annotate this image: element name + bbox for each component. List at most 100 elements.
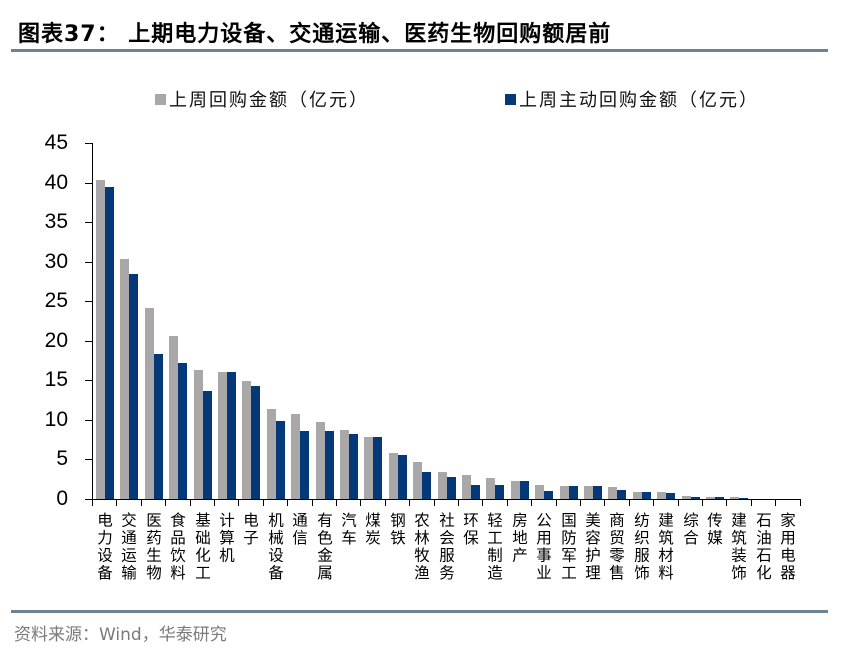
y-tick — [85, 341, 93, 342]
x-category-label: 食品饮料 — [168, 512, 186, 582]
x-category-label: 计算机 — [217, 512, 235, 565]
bar-active-repurchase — [715, 497, 724, 499]
bar-active-repurchase — [325, 431, 334, 499]
x-tick — [604, 499, 605, 506]
x-tick — [751, 499, 752, 506]
x-tick — [409, 499, 410, 506]
x-category-label: 公用事业 — [534, 512, 552, 582]
source-note: 资料来源：Wind，华泰研究 — [14, 625, 227, 645]
bar-active-repurchase — [105, 187, 114, 499]
bar-active-repurchase — [471, 485, 480, 499]
bar-repurchase — [291, 414, 300, 499]
bar-active-repurchase — [178, 363, 187, 499]
y-tick — [85, 143, 93, 144]
x-tick — [458, 499, 459, 506]
bar-repurchase — [364, 437, 373, 499]
x-tick — [800, 499, 801, 506]
bar-repurchase — [96, 180, 105, 499]
top-divider — [11, 49, 828, 52]
x-tick — [385, 499, 386, 506]
bar-repurchase — [462, 475, 471, 499]
x-category-label: 综合 — [681, 512, 699, 547]
y-tick-label: 5 — [56, 447, 68, 470]
x-category-label: 石油石化 — [754, 512, 772, 582]
legend-label-series-1: 上周回购金额（亿元） — [169, 90, 369, 111]
bar-active-repurchase — [154, 354, 163, 499]
bar-repurchase — [267, 409, 276, 499]
x-tick — [434, 499, 435, 506]
bar-active-repurchase — [300, 431, 309, 499]
bar-active-repurchase — [520, 481, 529, 499]
legend-item-series-2: 上周主动回购金额（亿元） — [505, 86, 759, 112]
bar-active-repurchase — [642, 492, 651, 499]
bar-active-repurchase — [617, 490, 626, 499]
bar-repurchase — [682, 496, 691, 499]
x-category-label: 建筑装饰 — [729, 512, 747, 582]
bar-repurchase — [145, 308, 154, 499]
x-category-label: 环保 — [461, 512, 479, 547]
x-category-label: 交通运输 — [119, 512, 137, 582]
x-tick — [556, 499, 557, 506]
y-tick-label: 25 — [44, 289, 68, 312]
x-tick — [92, 499, 93, 506]
x-tick — [580, 499, 581, 506]
x-tick — [482, 499, 483, 506]
x-category-label: 汽车 — [339, 512, 357, 547]
x-category-label: 农林牧渔 — [412, 512, 430, 582]
bar-repurchase — [730, 497, 739, 499]
bar-active-repurchase — [495, 485, 504, 499]
x-category-label: 轻工制造 — [485, 512, 503, 582]
y-tick — [85, 262, 93, 263]
bar-repurchase — [194, 370, 203, 499]
bar-active-repurchase — [422, 472, 431, 499]
x-axis — [92, 499, 800, 500]
y-tick — [85, 459, 93, 460]
bar-repurchase — [438, 472, 447, 499]
y-tick-label: 20 — [44, 329, 68, 352]
y-tick — [85, 420, 93, 421]
bar-active-repurchase — [227, 372, 236, 499]
x-tick — [726, 499, 727, 506]
legend-label-series-2: 上周主动回购金额（亿元） — [519, 90, 759, 111]
bar-repurchase — [413, 462, 422, 499]
x-tick — [116, 499, 117, 506]
bar-active-repurchase — [251, 386, 260, 499]
bar-repurchase — [340, 430, 349, 499]
bar-repurchase — [389, 453, 398, 499]
y-tick-label: 35 — [44, 210, 68, 233]
x-tick — [507, 499, 508, 506]
bar-repurchase — [706, 497, 715, 499]
legend-item-series-1: 上周回购金额（亿元） — [155, 86, 369, 112]
x-category-label: 纺织服饰 — [632, 512, 650, 582]
x-tick — [360, 499, 361, 506]
bar-active-repurchase — [691, 497, 700, 499]
bar-repurchase — [584, 486, 593, 499]
y-axis — [92, 143, 93, 500]
x-tick — [775, 499, 776, 506]
bar-active-repurchase — [666, 493, 675, 499]
bottom-divider — [11, 610, 828, 613]
y-tick — [85, 183, 93, 184]
bar-active-repurchase — [398, 455, 407, 499]
bar-active-repurchase — [569, 486, 578, 499]
x-category-label: 美容护理 — [583, 512, 601, 582]
y-tick-label: 30 — [44, 250, 68, 273]
bar-active-repurchase — [349, 434, 358, 499]
x-tick — [653, 499, 654, 506]
x-category-label: 钢铁 — [388, 512, 406, 547]
bar-active-repurchase — [373, 437, 382, 499]
bar-repurchase — [608, 487, 617, 499]
y-tick-label: 15 — [44, 368, 68, 391]
y-tick-label: 0 — [56, 487, 68, 510]
legend-swatch-gray-icon — [155, 93, 166, 105]
x-category-label: 传媒 — [705, 512, 723, 547]
bar-repurchase — [120, 259, 129, 499]
y-tick — [85, 499, 93, 500]
bar-repurchase — [633, 492, 642, 499]
y-tick — [85, 380, 93, 381]
bar-repurchase — [560, 486, 569, 499]
y-tick — [85, 222, 93, 223]
x-tick — [263, 499, 264, 506]
bar-repurchase — [486, 478, 495, 499]
x-category-label: 商贸零售 — [607, 512, 625, 582]
